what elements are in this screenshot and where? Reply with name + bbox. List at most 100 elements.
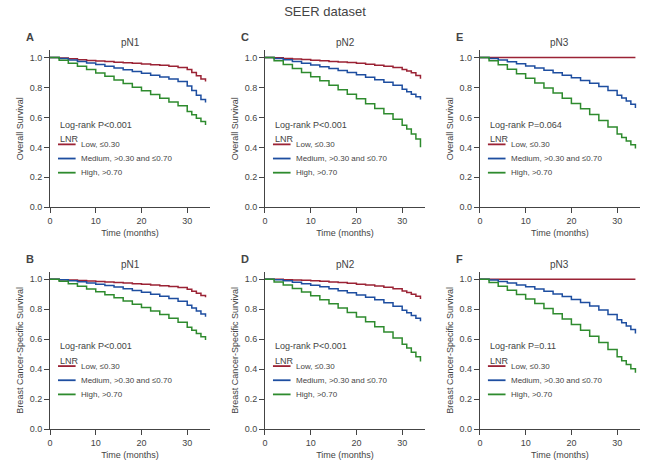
- svg-text:D: D: [241, 253, 249, 265]
- svg-text:30: 30: [612, 438, 622, 448]
- svg-text:Overall Survival: Overall Survival: [15, 97, 25, 160]
- svg-text:0.4: 0.4: [460, 143, 473, 153]
- svg-text:Log-rank P=0.11: Log-rank P=0.11: [490, 341, 556, 351]
- svg-text:LNR: LNR: [490, 134, 509, 144]
- svg-text:Time (months): Time (months): [101, 450, 159, 460]
- svg-text:30: 30: [397, 216, 407, 226]
- svg-text:Log-rank P<0.001: Log-rank P<0.001: [60, 120, 132, 130]
- svg-text:0: 0: [477, 216, 482, 226]
- svg-text:20: 20: [136, 438, 146, 448]
- svg-text:pN2: pN2: [336, 259, 355, 270]
- svg-text:LNR: LNR: [275, 134, 294, 144]
- svg-text:E: E: [456, 31, 463, 43]
- svg-text:0.0: 0.0: [245, 202, 258, 212]
- svg-text:Log-rank P<0.001: Log-rank P<0.001: [275, 341, 347, 351]
- svg-text:High, >0.70: High, >0.70: [81, 390, 123, 399]
- svg-text:0.2: 0.2: [245, 394, 258, 404]
- svg-text:Low, ≤0.30: Low, ≤0.30: [81, 140, 120, 149]
- svg-text:0.4: 0.4: [460, 364, 473, 374]
- svg-text:pN2: pN2: [336, 37, 355, 48]
- svg-text:30: 30: [612, 216, 622, 226]
- svg-text:0.6: 0.6: [245, 334, 258, 344]
- svg-text:0.2: 0.2: [460, 172, 473, 182]
- svg-text:0.6: 0.6: [30, 334, 43, 344]
- svg-text:pN3: pN3: [550, 259, 569, 270]
- svg-text:F: F: [456, 253, 463, 265]
- svg-text:0.2: 0.2: [30, 172, 43, 182]
- svg-text:0.8: 0.8: [245, 83, 258, 93]
- svg-text:High, >0.70: High, >0.70: [296, 390, 338, 399]
- svg-text:LNR: LNR: [60, 356, 79, 366]
- svg-text:LNR: LNR: [60, 134, 79, 144]
- svg-text:Log-rank P<0.001: Log-rank P<0.001: [60, 341, 132, 351]
- svg-text:Time (months): Time (months): [101, 228, 159, 238]
- svg-text:pN1: pN1: [121, 37, 140, 48]
- svg-text:0.4: 0.4: [245, 143, 258, 153]
- svg-text:0.6: 0.6: [460, 334, 473, 344]
- svg-text:Low, ≤0.30: Low, ≤0.30: [511, 140, 550, 149]
- svg-text:0.6: 0.6: [245, 113, 258, 123]
- svg-text:20: 20: [566, 216, 576, 226]
- svg-text:0.8: 0.8: [245, 304, 258, 314]
- svg-text:Low, ≤0.30: Low, ≤0.30: [511, 362, 550, 371]
- svg-text:10: 10: [521, 438, 531, 448]
- svg-text:0: 0: [262, 438, 267, 448]
- svg-text:0.8: 0.8: [460, 304, 473, 314]
- svg-text:0: 0: [262, 216, 267, 226]
- svg-text:High, >0.70: High, >0.70: [511, 390, 553, 399]
- svg-text:Medium, >0.30 and ≤0.70: Medium, >0.30 and ≤0.70: [511, 154, 602, 163]
- svg-text:20: 20: [351, 216, 361, 226]
- svg-text:0.8: 0.8: [460, 83, 473, 93]
- svg-text:0.2: 0.2: [460, 394, 473, 404]
- svg-text:0.2: 0.2: [245, 172, 258, 182]
- svg-text:0.8: 0.8: [30, 83, 43, 93]
- svg-text:10: 10: [306, 438, 316, 448]
- svg-text:Breast Cancer-Specific Surviva: Breast Cancer-Specific Survival: [230, 287, 240, 414]
- svg-text:LNR: LNR: [275, 356, 294, 366]
- svg-text:0.0: 0.0: [460, 424, 473, 434]
- svg-text:1.0: 1.0: [245, 53, 258, 63]
- svg-text:0.4: 0.4: [245, 364, 258, 374]
- svg-text:Medium, >0.30 and ≤0.70: Medium, >0.30 and ≤0.70: [296, 154, 387, 163]
- svg-text:Time (months): Time (months): [531, 450, 589, 460]
- svg-text:1.0: 1.0: [30, 274, 43, 284]
- svg-text:Log-rank P=0.064: Log-rank P=0.064: [490, 120, 562, 130]
- svg-text:Overall Survival: Overall Survival: [445, 97, 455, 160]
- svg-text:Low, ≤0.30: Low, ≤0.30: [296, 362, 335, 371]
- svg-text:0.2: 0.2: [30, 394, 43, 404]
- svg-text:Time (months): Time (months): [316, 228, 374, 238]
- svg-text:1.0: 1.0: [245, 274, 258, 284]
- svg-text:Medium, >0.30 and ≤0.70: Medium, >0.30 and ≤0.70: [81, 154, 172, 163]
- svg-text:0.8: 0.8: [30, 304, 43, 314]
- svg-text:30: 30: [182, 216, 192, 226]
- svg-text:Time (months): Time (months): [316, 450, 374, 460]
- svg-text:LNR: LNR: [490, 356, 509, 366]
- svg-text:Medium, >0.30 and ≤0.70: Medium, >0.30 and ≤0.70: [511, 376, 602, 385]
- svg-text:pN1: pN1: [121, 259, 140, 270]
- svg-text:Time (months): Time (months): [531, 228, 589, 238]
- svg-text:C: C: [241, 31, 249, 43]
- svg-text:1.0: 1.0: [460, 53, 473, 63]
- svg-text:Medium, >0.30 and ≤0.70: Medium, >0.30 and ≤0.70: [81, 376, 172, 385]
- svg-text:0: 0: [47, 216, 52, 226]
- svg-text:0.0: 0.0: [460, 202, 473, 212]
- svg-text:Low, ≤0.30: Low, ≤0.30: [296, 140, 335, 149]
- svg-text:0.4: 0.4: [30, 364, 43, 374]
- svg-text:High, >0.70: High, >0.70: [296, 168, 338, 177]
- svg-text:Log-rank P<0.001: Log-rank P<0.001: [275, 120, 347, 130]
- svg-text:SEER dataset: SEER dataset: [284, 4, 366, 19]
- svg-text:0.4: 0.4: [30, 143, 43, 153]
- svg-text:Low, ≤0.30: Low, ≤0.30: [81, 362, 120, 371]
- svg-text:0: 0: [47, 438, 52, 448]
- svg-text:30: 30: [397, 438, 407, 448]
- svg-text:10: 10: [521, 216, 531, 226]
- svg-text:0.0: 0.0: [30, 202, 43, 212]
- svg-text:A: A: [26, 31, 34, 43]
- svg-text:Breast Cancer-Specific Surviva: Breast Cancer-Specific Survival: [445, 287, 455, 414]
- svg-text:1.0: 1.0: [460, 274, 473, 284]
- svg-text:1.0: 1.0: [30, 53, 43, 63]
- svg-text:20: 20: [351, 438, 361, 448]
- svg-text:B: B: [26, 253, 34, 265]
- svg-text:Overall Survival: Overall Survival: [230, 97, 240, 160]
- svg-text:Medium, >0.30 and ≤0.70: Medium, >0.30 and ≤0.70: [296, 376, 387, 385]
